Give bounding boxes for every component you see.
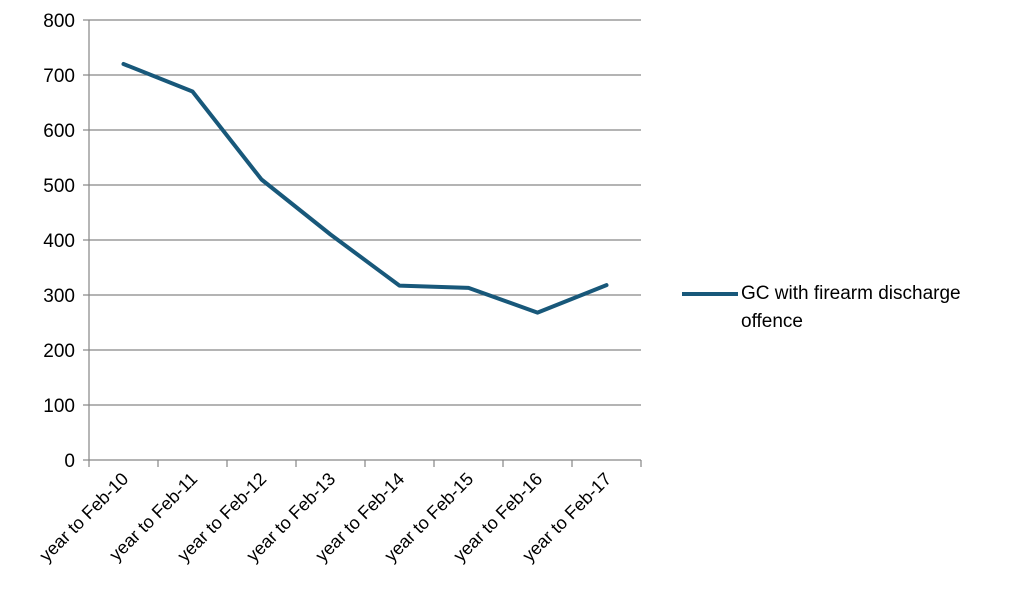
series-line [121,62,609,315]
legend: GC with firearm discharge offence [682,280,1022,336]
y-tick-label: 0 [64,451,75,472]
y-tick-label: 700 [43,66,75,87]
legend-line-swatch [682,292,738,296]
y-tick-label: 800 [43,11,75,32]
y-tick-label: 200 [43,341,75,362]
legend-label: GC with firearm discharge offence [741,283,961,332]
y-tick-label: 100 [43,396,75,417]
y-tick-label: 400 [43,231,75,252]
y-tick-label: 600 [43,121,75,142]
y-tick-label: 300 [43,286,75,307]
y-tick-label: 500 [43,176,75,197]
